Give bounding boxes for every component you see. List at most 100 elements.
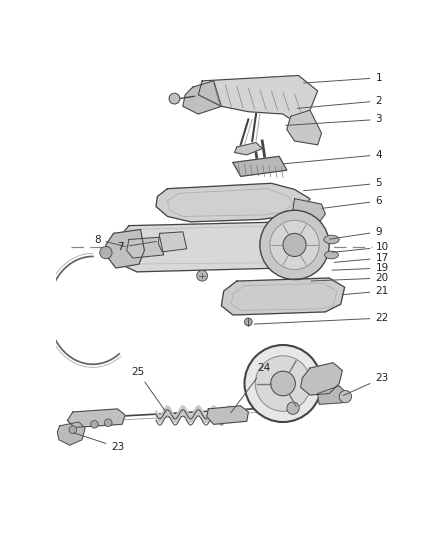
Circle shape <box>255 356 311 411</box>
Polygon shape <box>186 409 187 419</box>
Polygon shape <box>201 408 202 417</box>
Polygon shape <box>221 278 345 315</box>
Ellipse shape <box>324 235 339 244</box>
Text: 6: 6 <box>322 196 382 208</box>
Polygon shape <box>229 406 230 414</box>
Circle shape <box>283 233 306 256</box>
Circle shape <box>104 419 112 426</box>
Polygon shape <box>222 414 223 423</box>
Polygon shape <box>156 183 310 222</box>
Circle shape <box>244 345 321 422</box>
Polygon shape <box>176 415 177 423</box>
Polygon shape <box>231 407 232 416</box>
Polygon shape <box>203 411 204 421</box>
Polygon shape <box>204 413 205 422</box>
Polygon shape <box>193 411 194 421</box>
Polygon shape <box>180 407 181 416</box>
Polygon shape <box>174 415 176 423</box>
Text: 7: 7 <box>117 241 156 252</box>
Text: 19: 19 <box>332 263 389 273</box>
Polygon shape <box>165 407 166 416</box>
Polygon shape <box>221 415 222 423</box>
Polygon shape <box>227 406 228 415</box>
Polygon shape <box>232 409 233 418</box>
Text: 24: 24 <box>231 363 271 413</box>
Polygon shape <box>220 415 221 423</box>
Polygon shape <box>199 406 200 414</box>
Circle shape <box>197 270 208 281</box>
Ellipse shape <box>325 251 339 259</box>
Polygon shape <box>166 406 167 415</box>
Polygon shape <box>225 409 226 418</box>
Text: 8: 8 <box>94 235 126 247</box>
Circle shape <box>260 210 329 280</box>
Polygon shape <box>205 415 206 423</box>
Polygon shape <box>181 406 182 415</box>
Polygon shape <box>213 406 215 414</box>
Polygon shape <box>182 406 183 414</box>
Circle shape <box>69 426 77 433</box>
Text: 21: 21 <box>342 286 389 296</box>
Polygon shape <box>234 142 262 155</box>
Polygon shape <box>293 199 325 224</box>
Polygon shape <box>168 406 169 414</box>
Polygon shape <box>169 406 170 415</box>
Polygon shape <box>197 406 198 414</box>
Text: 5: 5 <box>304 179 382 191</box>
Text: 3: 3 <box>286 115 382 125</box>
Polygon shape <box>226 407 227 417</box>
Polygon shape <box>216 408 217 418</box>
Polygon shape <box>173 414 174 423</box>
Polygon shape <box>287 110 321 145</box>
Polygon shape <box>318 386 347 405</box>
Polygon shape <box>190 415 191 423</box>
Polygon shape <box>194 409 195 419</box>
Polygon shape <box>218 412 219 421</box>
Polygon shape <box>230 406 231 415</box>
Polygon shape <box>301 363 342 395</box>
Polygon shape <box>224 410 225 420</box>
Polygon shape <box>113 222 318 272</box>
Polygon shape <box>184 407 185 415</box>
Polygon shape <box>167 406 168 414</box>
Polygon shape <box>157 412 158 422</box>
Polygon shape <box>228 406 229 414</box>
Text: 20: 20 <box>311 273 389 283</box>
Polygon shape <box>183 81 221 114</box>
Polygon shape <box>183 406 184 414</box>
Polygon shape <box>160 415 161 423</box>
Text: 22: 22 <box>254 313 389 324</box>
Polygon shape <box>215 407 216 416</box>
Polygon shape <box>179 408 180 418</box>
Circle shape <box>339 391 352 403</box>
Polygon shape <box>207 406 248 424</box>
Polygon shape <box>172 411 173 421</box>
Polygon shape <box>170 409 172 418</box>
Circle shape <box>270 220 319 270</box>
Polygon shape <box>198 406 199 414</box>
Circle shape <box>91 421 98 428</box>
Polygon shape <box>185 408 186 417</box>
Polygon shape <box>127 237 164 258</box>
Text: 9: 9 <box>330 227 382 239</box>
Polygon shape <box>233 156 287 176</box>
Polygon shape <box>212 406 213 414</box>
Polygon shape <box>187 411 188 421</box>
Polygon shape <box>161 414 162 422</box>
Polygon shape <box>57 422 85 445</box>
Polygon shape <box>209 409 211 419</box>
Circle shape <box>169 93 180 104</box>
Polygon shape <box>164 408 165 418</box>
Text: 23: 23 <box>74 433 124 453</box>
Text: 17: 17 <box>334 253 389 263</box>
Polygon shape <box>188 413 189 422</box>
Polygon shape <box>219 414 220 422</box>
Polygon shape <box>159 415 160 423</box>
Polygon shape <box>162 412 163 421</box>
Text: 25: 25 <box>131 367 166 412</box>
Polygon shape <box>211 408 212 417</box>
Polygon shape <box>206 415 207 423</box>
Polygon shape <box>67 409 125 427</box>
Text: 10: 10 <box>332 242 389 252</box>
Polygon shape <box>200 407 201 416</box>
